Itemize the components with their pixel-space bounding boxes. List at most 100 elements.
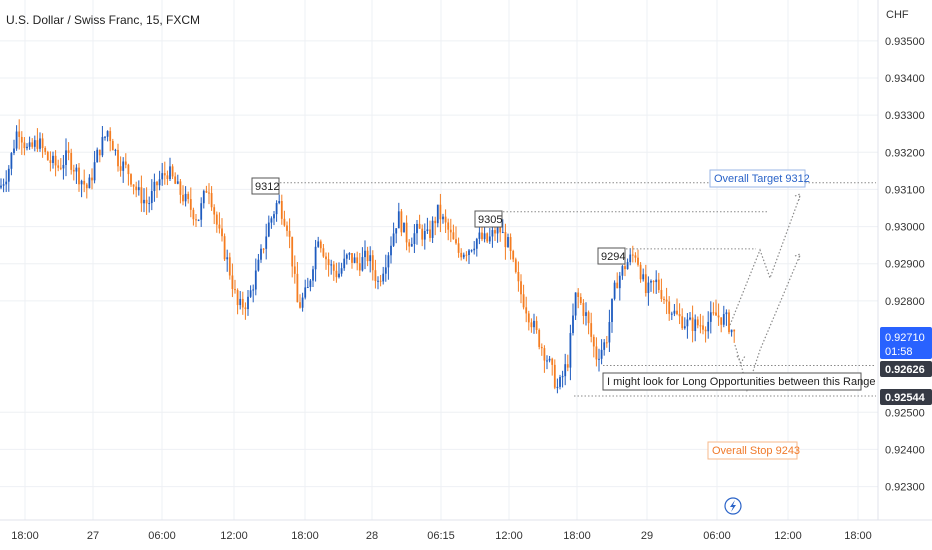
candle-body (722, 314, 725, 325)
candle-body (512, 250, 515, 260)
candle-body (670, 313, 673, 315)
candle-body (239, 298, 242, 306)
candle-body (678, 314, 681, 317)
candle-body (608, 322, 611, 343)
candle-body (132, 184, 135, 187)
candle-body (569, 333, 572, 368)
candle-body (429, 229, 431, 238)
candle-body (215, 214, 218, 225)
candle-body (265, 236, 268, 249)
candle-body (483, 233, 486, 240)
y-tick-label: 0.93000 (885, 222, 925, 234)
candle-body (200, 203, 203, 220)
candle-body (707, 321, 710, 332)
candle-body (33, 140, 36, 147)
candle-body (348, 253, 351, 255)
candle-body (5, 181, 8, 185)
candle-body (689, 317, 691, 320)
candle-body (509, 237, 512, 251)
candle-body (325, 256, 327, 260)
candle-body (691, 317, 694, 332)
candle-body (270, 218, 273, 223)
x-tick-label: 18:00 (291, 530, 319, 542)
candle-body (317, 241, 320, 247)
candle-body (442, 216, 444, 220)
candles (0, 119, 736, 394)
target-label: Overall Target 9312 (709, 169, 810, 188)
candle-body (655, 279, 658, 283)
candle-body (205, 190, 208, 193)
candle-body (696, 319, 699, 326)
candle-body (686, 319, 689, 327)
candle-body (491, 230, 494, 237)
candle-body (192, 209, 195, 220)
candle-body (538, 329, 541, 347)
candle-body (384, 267, 387, 274)
candle-body (475, 238, 478, 249)
candle-body (49, 160, 52, 163)
x-tick-label: 18:00 (563, 530, 591, 542)
lightning-icon[interactable] (724, 497, 742, 515)
candle-body (603, 342, 606, 350)
candle-body (377, 280, 379, 282)
candle-body (730, 329, 733, 333)
candle-body (561, 376, 564, 378)
svg-text:9312: 9312 (255, 181, 279, 193)
candle-body (642, 274, 645, 280)
candle-body (234, 289, 236, 291)
candle-body (340, 268, 343, 274)
candle-body (332, 264, 335, 271)
candle-body (104, 136, 106, 138)
candle-body (15, 131, 18, 149)
candle-body (574, 292, 577, 316)
candle-body (67, 150, 70, 153)
candle-body (278, 201, 281, 204)
candle-body (455, 239, 457, 244)
candle-body (163, 173, 166, 176)
candle-body (582, 302, 585, 316)
candle-body (418, 223, 421, 229)
candle-body (65, 150, 67, 165)
candle-body (444, 216, 447, 223)
svg-text:I might look for Long Opportun: I might look for Long Opportunities betw… (607, 376, 875, 388)
candle-body (634, 255, 637, 258)
projection-path-1 (729, 195, 801, 326)
candle-body (221, 228, 223, 237)
candle-body (187, 193, 190, 200)
candle-body (551, 358, 554, 365)
candle-body (392, 233, 395, 246)
x-tick-label: 29 (641, 530, 653, 542)
candle-body (704, 329, 707, 332)
candle-body (0, 185, 2, 188)
candle-body (652, 280, 655, 283)
y-tick-label: 0.92900 (885, 259, 925, 271)
candle-body (273, 214, 275, 219)
candle-body (314, 246, 317, 270)
svg-text:Overall Target 9312: Overall Target 9312 (714, 173, 810, 185)
candle-body (592, 336, 595, 347)
candle-body (23, 142, 26, 149)
candle-body (631, 254, 634, 256)
candle-body (41, 138, 44, 148)
candle-body (93, 162, 96, 181)
candle-body (176, 181, 179, 184)
candle-body (733, 329, 736, 332)
candle-body (247, 296, 249, 310)
candle-body (254, 270, 257, 290)
candle-body (434, 220, 437, 224)
candle-body (62, 164, 65, 169)
candle-body (117, 149, 119, 167)
candle-body (98, 149, 101, 156)
candle-body (296, 273, 299, 303)
candle-body (421, 228, 424, 240)
candle-body (114, 149, 117, 151)
candle-body (366, 250, 369, 262)
label-9305: 9305 (474, 210, 503, 228)
candle-body (361, 257, 364, 271)
candle-body (345, 254, 348, 259)
candle-body (559, 377, 561, 387)
candle-body (676, 310, 678, 315)
candle-body (478, 232, 481, 239)
candle-body (462, 254, 465, 258)
